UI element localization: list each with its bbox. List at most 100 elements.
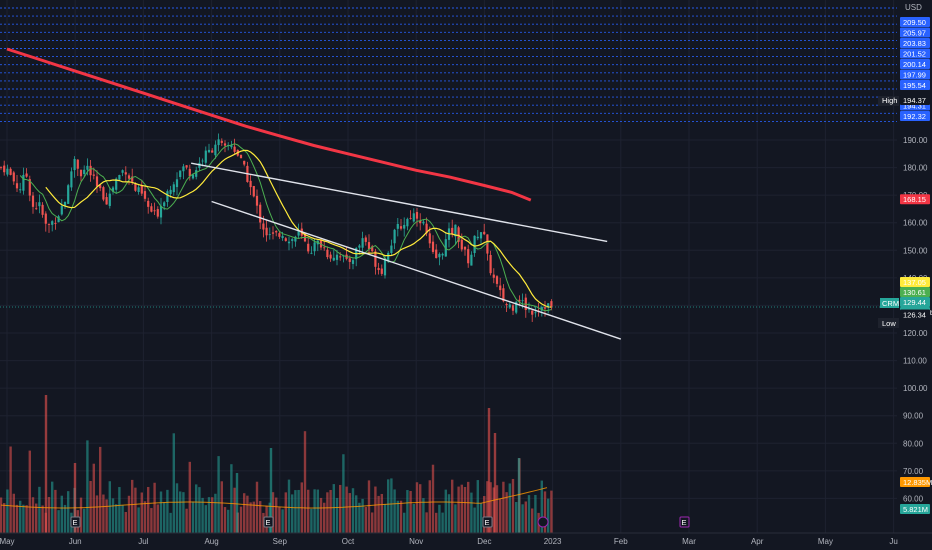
candle-body <box>57 216 60 223</box>
volume-bar <box>271 492 275 533</box>
candle-body <box>268 234 271 236</box>
candle-body <box>460 239 463 250</box>
volume-bar <box>15 504 19 533</box>
volume-bar <box>348 493 351 533</box>
candle-body <box>335 254 339 260</box>
x-tick-label: Nov <box>409 537 423 546</box>
symbol-tag: CRM <box>882 299 899 308</box>
trend-channel[interactable] <box>191 162 622 340</box>
level-tag-label: 195.54 <box>903 81 926 90</box>
volume-bar <box>9 446 12 533</box>
volume-bar <box>505 492 508 533</box>
candle-body <box>502 288 505 302</box>
horizontal-levels <box>0 7 897 122</box>
y-tick-label: 110.00 <box>903 357 927 366</box>
volume-bar <box>60 495 63 533</box>
candle-body <box>419 220 422 224</box>
x-tick-label: 2023 <box>544 537 562 546</box>
candle-body <box>403 224 406 229</box>
earnings-marker-icon[interactable] <box>679 516 690 528</box>
channel-line[interactable] <box>211 200 622 340</box>
ma-10-line <box>19 143 552 312</box>
volume-bar <box>425 512 428 533</box>
volume-bar <box>399 500 403 533</box>
candle-body <box>191 174 195 179</box>
volume-last-tag: 12.835M <box>903 478 932 487</box>
level-tag-label: 192.32 <box>903 112 926 121</box>
candle-body <box>79 169 83 177</box>
volume-bar <box>483 496 486 533</box>
volume-bar <box>543 491 547 533</box>
volume-bar <box>204 505 207 533</box>
candle-body <box>214 144 217 156</box>
earnings-marker-icon[interactable] <box>263 516 274 528</box>
candle-body <box>358 245 361 248</box>
volume-bar <box>323 502 326 533</box>
candle-body <box>499 285 502 291</box>
candle-body <box>105 197 108 205</box>
candle-body <box>281 235 284 239</box>
candle-body <box>131 176 134 182</box>
candle-body <box>377 267 380 271</box>
candle-body <box>25 173 28 177</box>
candle-body <box>505 303 508 306</box>
candle-body <box>271 232 275 234</box>
volume-bar <box>131 479 134 533</box>
candle-body <box>367 242 371 249</box>
candle-body <box>351 260 355 264</box>
candle-body <box>412 213 415 222</box>
earnings-marker-icon[interactable] <box>482 516 493 528</box>
volume-bar <box>159 491 163 533</box>
candle-body <box>495 276 499 284</box>
last-price-tag: 129.44 <box>903 298 926 307</box>
candle-body <box>470 254 473 266</box>
volume-bar <box>409 491 412 533</box>
volume-bar <box>377 495 380 533</box>
candle-body <box>63 201 67 207</box>
candle-body <box>108 193 111 206</box>
earnings-marker-icon[interactable] <box>70 516 81 528</box>
candle-body <box>185 165 188 168</box>
level-tag <box>900 111 930 121</box>
candle-body <box>329 254 332 259</box>
candle-body <box>313 242 316 252</box>
level-tag-label: 194.31 <box>903 102 926 111</box>
volume-bar <box>393 489 396 533</box>
candle-body <box>364 237 367 242</box>
volume-bar <box>403 512 406 533</box>
last-price-tag-bg <box>900 297 930 307</box>
candle-body <box>310 252 313 254</box>
candle-body <box>150 206 153 212</box>
volume-bar <box>303 431 307 533</box>
candle-body <box>399 226 403 229</box>
volume-bar <box>444 489 447 533</box>
volume-bar <box>102 494 105 533</box>
candle-body <box>83 169 86 175</box>
volume-bar <box>124 511 127 533</box>
level-tag-label: 197.99 <box>903 71 926 80</box>
y-tick-label: 60.00 <box>903 494 924 503</box>
y-tick-label: 160.00 <box>903 219 928 228</box>
candle-body <box>159 205 163 218</box>
volume-bar <box>419 484 422 533</box>
candle-body <box>111 187 115 192</box>
volume-bar <box>249 502 252 533</box>
volume-bar <box>534 494 537 533</box>
volume-bar <box>252 501 255 533</box>
candle-body <box>383 258 387 276</box>
x-tick-label: May <box>818 537 833 546</box>
volume-bar <box>79 497 83 533</box>
channel-line[interactable] <box>191 162 608 243</box>
dividend-marker-icon[interactable] <box>537 516 549 528</box>
x-tick-label: Jun <box>69 537 82 546</box>
volume-bar <box>147 486 150 533</box>
candle-body <box>9 168 12 175</box>
candle-body <box>294 236 297 242</box>
volume-bar <box>6 489 9 533</box>
candle-body <box>547 303 550 308</box>
volume-bar <box>3 503 6 533</box>
candle-body <box>92 174 95 176</box>
